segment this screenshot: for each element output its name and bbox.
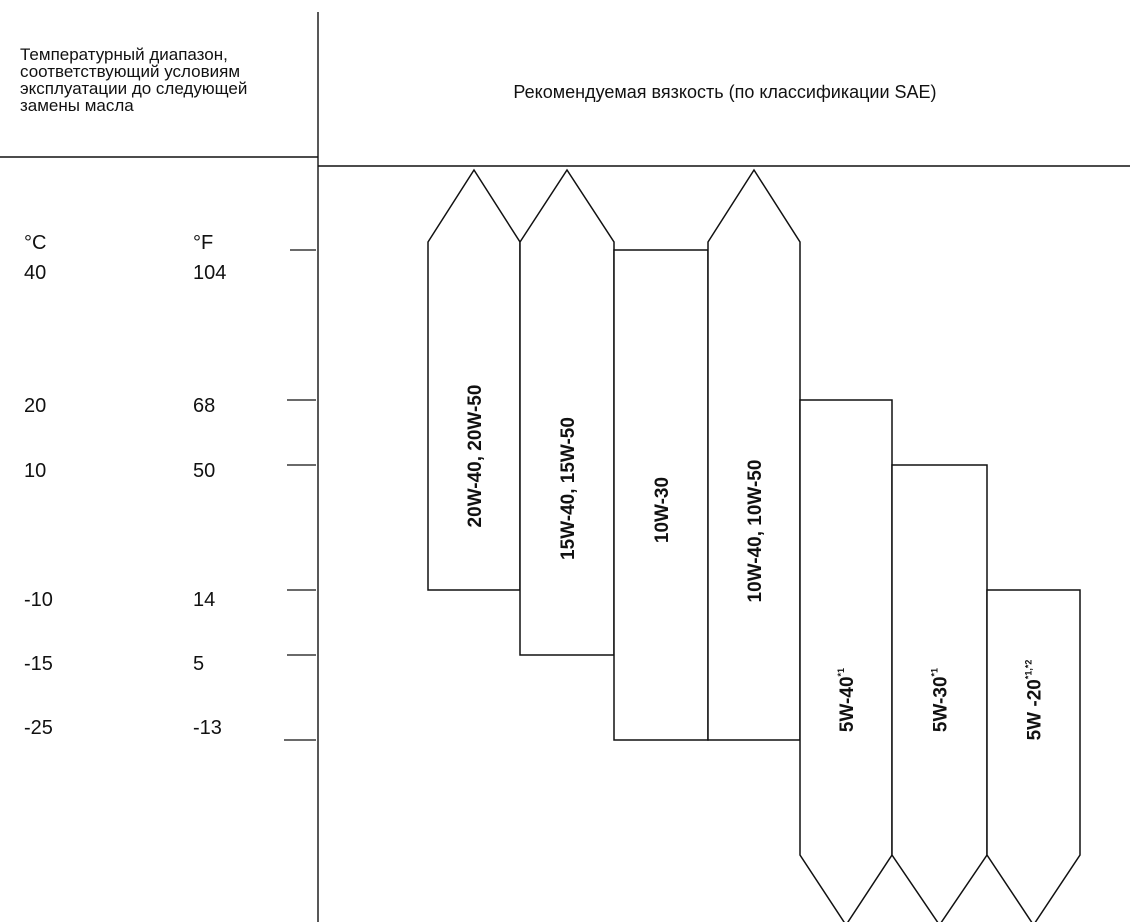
celsius-value: -25: [24, 717, 53, 739]
header-line-2: соответствующий условиям: [20, 62, 241, 81]
oil-grade-bar: [799, 399, 893, 922]
temperature-range-header: Температурный диапазон, соответствующий …: [20, 46, 320, 114]
celsius-value: 40: [24, 262, 47, 284]
temperature-ticks: [284, 249, 316, 741]
celsius-value: 10: [24, 460, 47, 482]
oil-grade-bar: [986, 589, 1081, 922]
fahrenheit-value: -13: [193, 717, 222, 739]
celsius-unit: °C: [24, 232, 47, 254]
fahrenheit-value: 14: [193, 589, 216, 611]
oil-grade-bar: [519, 168, 615, 656]
oil-grade-label: 15W-40, 15W-50: [558, 417, 579, 560]
fahrenheit-value: 68: [193, 395, 216, 417]
header-line-1: Температурный диапазон,: [20, 45, 228, 64]
oil-grade-bar: [891, 464, 988, 922]
viscosity-header: Рекомендуемая вязкость (по классификации…: [513, 82, 937, 102]
oil-grade-label: 20W-40, 20W-50: [465, 385, 486, 528]
oil-grade-label: 10W-30: [652, 477, 673, 543]
oil-grade-label: 10W-40, 10W-50: [745, 460, 766, 603]
fahrenheit-unit: °F: [193, 232, 214, 254]
celsius-value: 20: [24, 395, 47, 417]
fahrenheit-value: 5: [193, 653, 205, 675]
header-line-3: эксплуатации до следующей: [20, 79, 248, 98]
header-line-4: замены масла: [20, 96, 134, 115]
oil-grade-label: 5W-40*1: [836, 668, 858, 732]
fahrenheit-value: 50: [193, 460, 216, 482]
celsius-value: -15: [24, 653, 53, 675]
fahrenheit-value: 104: [193, 262, 227, 284]
celsius-value: -10: [24, 589, 53, 611]
oil-grade-label: 5W-30*1: [930, 668, 952, 732]
oil-grade-label: 5W -20*1,*2: [1024, 660, 1046, 741]
oil-bars: 20W-40, 20W-50 15W-40, 15W-50 10W-30 10W-40…: [427, 168, 1081, 922]
oil-grade-bar: [707, 168, 801, 741]
